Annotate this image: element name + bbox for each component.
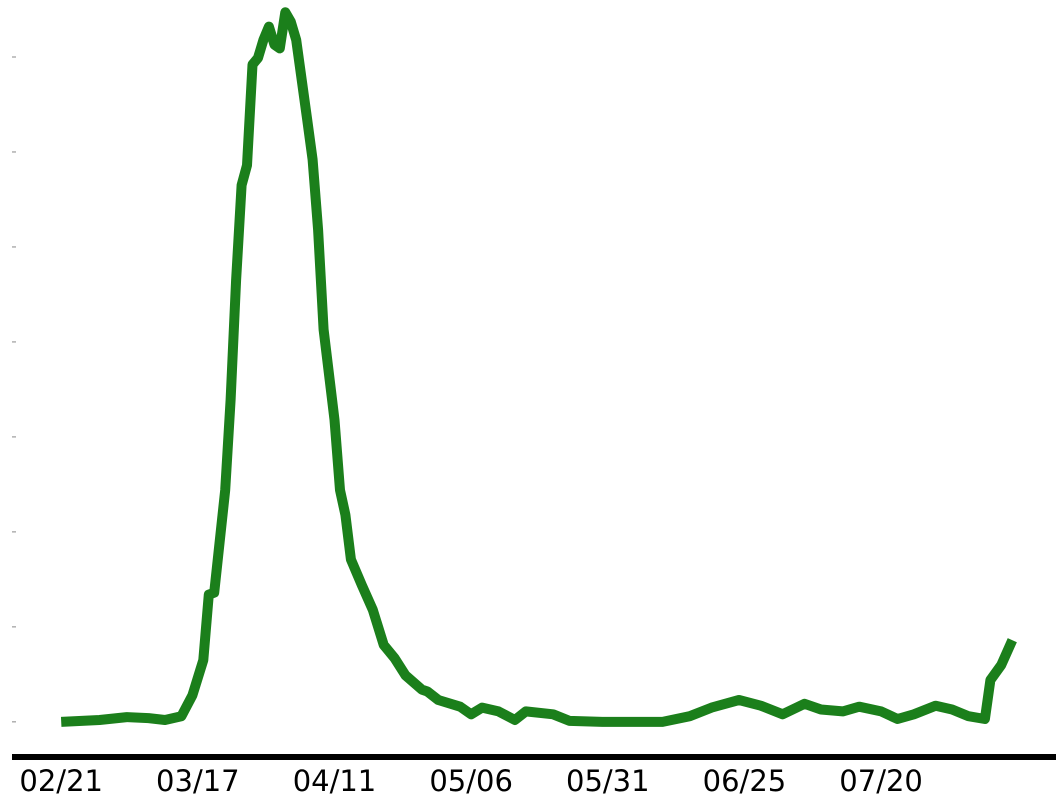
x-tick-label: 05/06 bbox=[429, 764, 513, 798]
x-tick-label: 03/17 bbox=[156, 764, 240, 798]
data-line bbox=[60, 7, 1017, 727]
x-tick-label: 05/31 bbox=[566, 764, 650, 798]
x-tick-label: 02/21 bbox=[19, 764, 103, 798]
x-tick-label: 07/20 bbox=[839, 764, 923, 798]
x-tick-label: 06/25 bbox=[703, 764, 787, 798]
x-tick-label: 04/11 bbox=[293, 764, 377, 798]
